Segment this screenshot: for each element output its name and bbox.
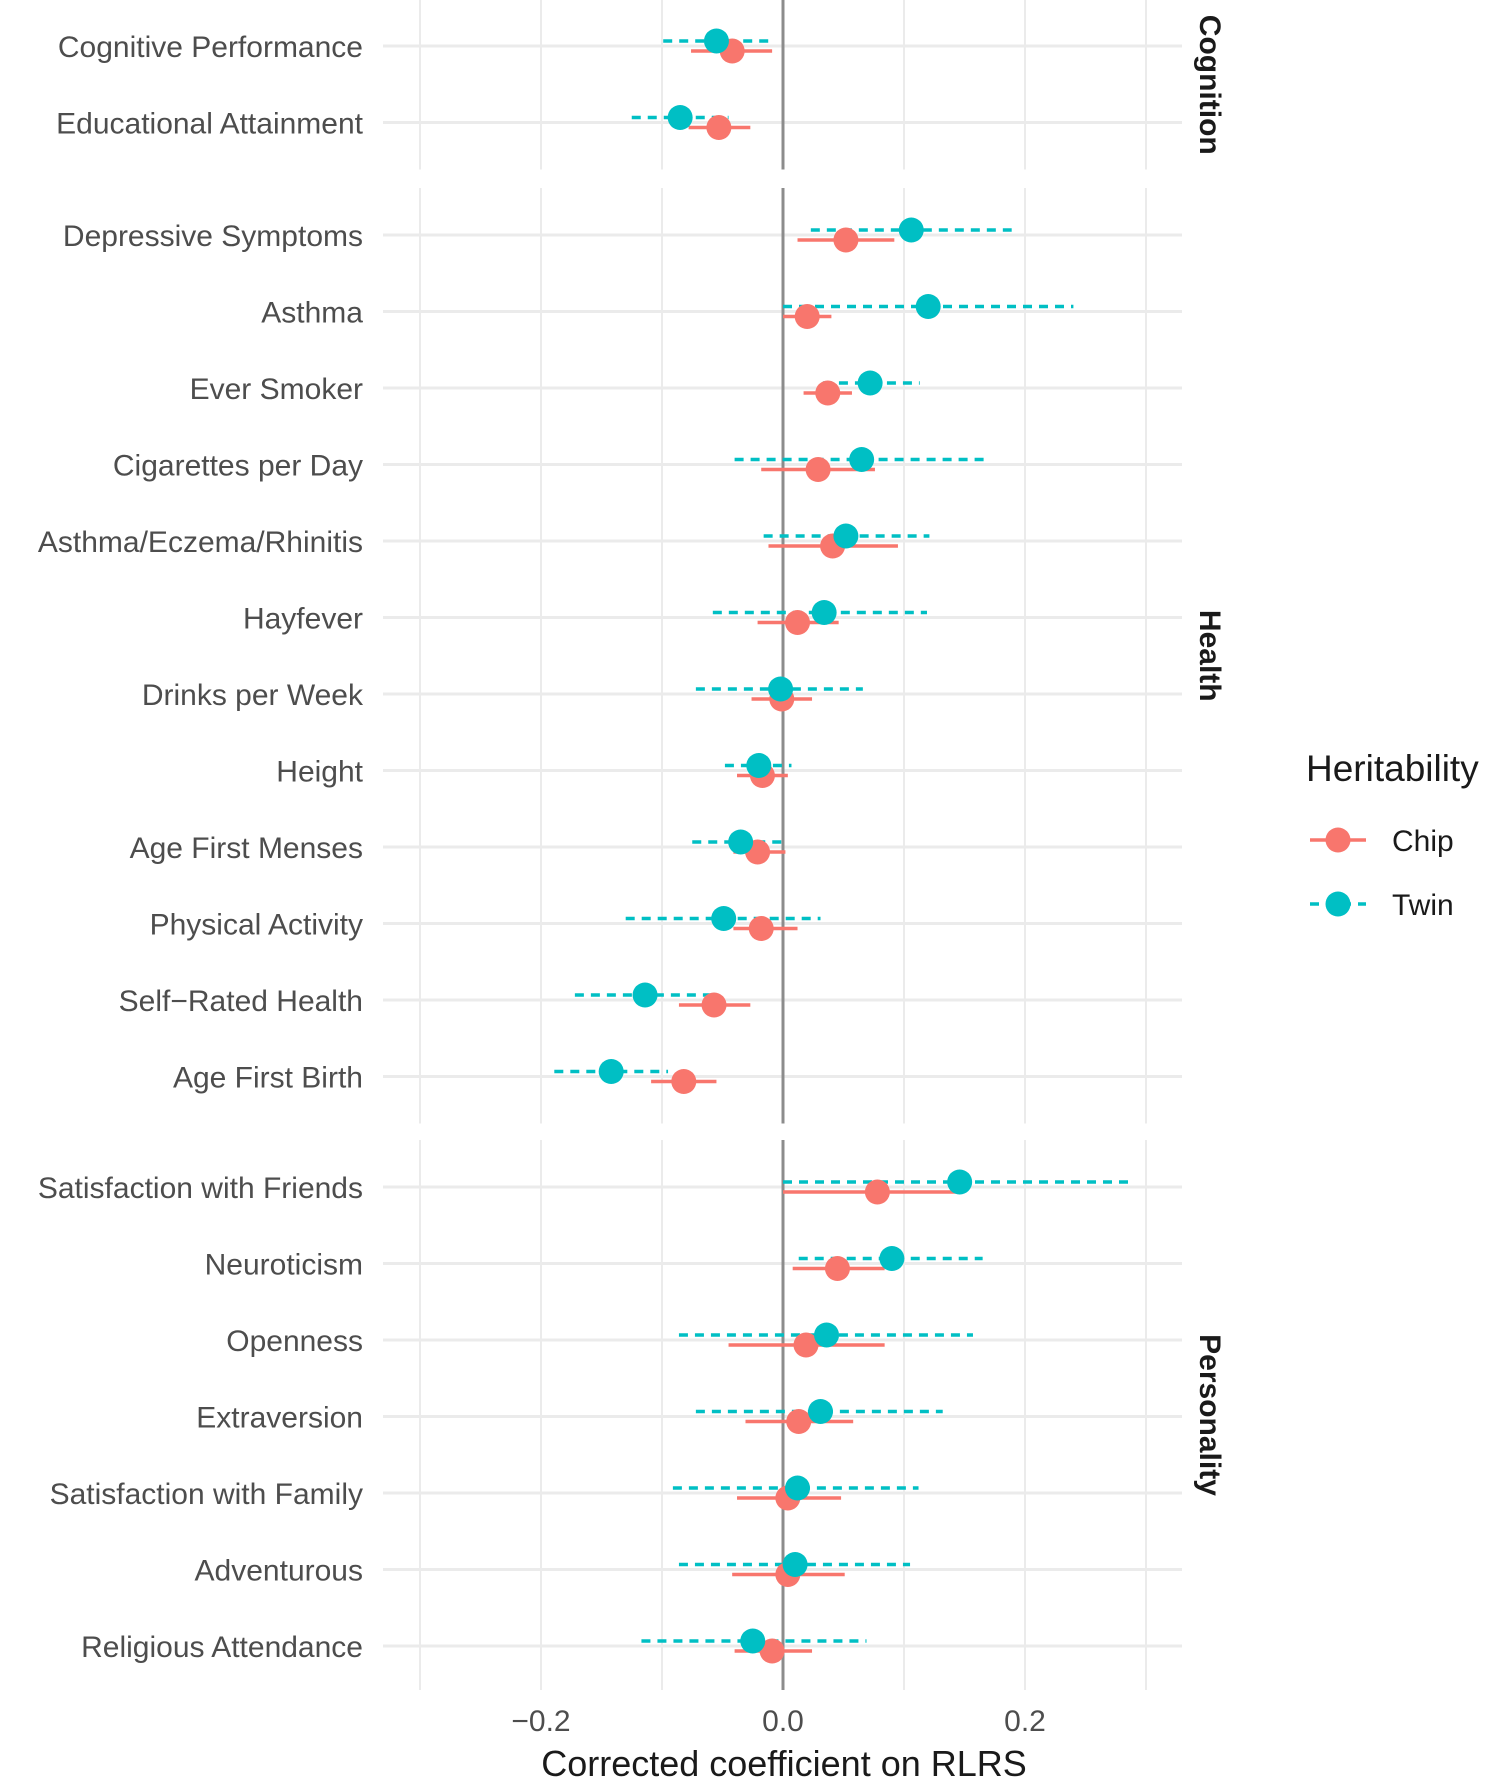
row-label: Drinks per Week bbox=[142, 679, 364, 712]
row-label: Depressive Symptoms bbox=[63, 220, 363, 253]
row-ever-smoker: Ever Smoker bbox=[190, 370, 920, 406]
twin-point bbox=[703, 28, 729, 54]
facet-health: Health Depressive Symptoms Asthma Ever Smok… bbox=[38, 188, 1226, 1124]
row-label: Age First Menses bbox=[130, 832, 363, 865]
legend-item-chip: Chip bbox=[1310, 825, 1454, 858]
twin-point bbox=[711, 906, 737, 931]
row-asthma-eczema-rhinitis: Asthma/Eczema/Rhinitis bbox=[38, 523, 930, 559]
row-label: Adventurous bbox=[195, 1555, 363, 1588]
row-label: Asthma/Eczema/Rhinitis bbox=[38, 526, 363, 559]
twin-point bbox=[849, 447, 875, 472]
chip-point bbox=[706, 115, 732, 140]
twin-point bbox=[782, 1552, 808, 1577]
row-label: Cognitive Performance bbox=[58, 31, 363, 64]
row-label: Satisfaction with Friends bbox=[38, 1172, 363, 1205]
twin-point bbox=[740, 1628, 766, 1654]
x-tick-label: 0.0 bbox=[762, 1705, 804, 1738]
row-satisfaction-with-family: Satisfaction with Family bbox=[50, 1475, 919, 1511]
legend: Heritability Chip Twin bbox=[1306, 748, 1479, 922]
legend-key-point bbox=[1325, 891, 1351, 917]
row-label: Cigarettes per Day bbox=[113, 450, 363, 483]
row-physical-activity: Physical Activity bbox=[150, 906, 821, 942]
row-depressive-symptoms: Depressive Symptoms bbox=[63, 217, 1012, 253]
row-label: Educational Attainment bbox=[56, 108, 364, 141]
twin-point bbox=[857, 370, 883, 396]
chip-point bbox=[759, 1638, 785, 1664]
twin-point bbox=[833, 523, 859, 549]
row-religious-attendance: Religious Attendance bbox=[81, 1628, 867, 1664]
facet-label-health: Health bbox=[1193, 610, 1226, 702]
twin-point bbox=[768, 676, 794, 702]
twin-point bbox=[667, 105, 693, 130]
facet-cognition: Cognition Cognitive Performance Educationa… bbox=[56, 0, 1226, 170]
facet-label-personality: Personality bbox=[1193, 1334, 1226, 1496]
row-label: Self−Rated Health bbox=[119, 985, 363, 1018]
row-drinks-per-week: Drinks per Week bbox=[142, 676, 863, 712]
row-age-first-birth: Age First Birth bbox=[173, 1059, 717, 1095]
twin-point bbox=[785, 1475, 811, 1501]
row-label: Extraversion bbox=[196, 1402, 363, 1435]
legend-label: Chip bbox=[1392, 825, 1454, 858]
row-label: Age First Birth bbox=[173, 1062, 363, 1095]
twin-point bbox=[947, 1169, 973, 1195]
row-label: Hayfever bbox=[243, 603, 363, 636]
row-hayfever: Hayfever bbox=[243, 600, 927, 636]
chip-point bbox=[785, 610, 811, 635]
twin-point bbox=[728, 829, 754, 855]
chip-point bbox=[671, 1069, 697, 1094]
legend-title: Heritability bbox=[1306, 748, 1479, 789]
row-cigarettes-per-day: Cigarettes per Day bbox=[113, 447, 990, 483]
x-axis: −0.2 0.0 0.2 bbox=[511, 1705, 1045, 1738]
legend-label: Twin bbox=[1392, 889, 1454, 922]
row-label: Neuroticism bbox=[205, 1249, 363, 1282]
x-axis-title: Corrected coefficient on RLRS bbox=[541, 1743, 1027, 1780]
row-adventurous: Adventurous bbox=[195, 1552, 911, 1588]
twin-point bbox=[814, 1322, 840, 1348]
row-height: Height bbox=[276, 753, 792, 789]
facet-panels: Cognition Cognitive Performance Educationa… bbox=[38, 0, 1226, 1690]
row-label: Asthma bbox=[261, 297, 363, 330]
facet-personality: Personality Satisfaction with Friends Neur… bbox=[38, 1140, 1226, 1690]
chip-point bbox=[786, 1409, 812, 1434]
row-label: Physical Activity bbox=[150, 909, 363, 942]
row-openness: Openness bbox=[226, 1322, 973, 1358]
facet-label-cognition: Cognition bbox=[1193, 15, 1226, 155]
row-asthma: Asthma bbox=[261, 294, 1074, 330]
chip-point bbox=[833, 227, 859, 253]
chip-point bbox=[815, 380, 841, 406]
twin-point bbox=[632, 982, 658, 1008]
row-educational-attainment: Educational Attainment bbox=[56, 105, 751, 141]
row-label: Height bbox=[276, 756, 363, 789]
row-label: Ever Smoker bbox=[190, 373, 363, 406]
twin-point bbox=[898, 217, 924, 243]
row-neuroticism: Neuroticism bbox=[205, 1246, 983, 1282]
row-satisfaction-with-friends: Satisfaction with Friends bbox=[38, 1169, 1134, 1205]
twin-point bbox=[915, 294, 941, 319]
twin-point bbox=[598, 1059, 624, 1084]
x-tick-label: −0.2 bbox=[511, 1705, 570, 1738]
twin-point bbox=[811, 600, 837, 625]
twin-point bbox=[746, 753, 772, 778]
legend-key-point bbox=[1325, 827, 1351, 853]
twin-point bbox=[879, 1246, 905, 1271]
chip-point bbox=[793, 1332, 819, 1358]
chip-point bbox=[864, 1179, 890, 1205]
legend-item-twin: Twin bbox=[1310, 889, 1454, 922]
row-label: Satisfaction with Family bbox=[50, 1478, 363, 1511]
x-tick-label: 0.2 bbox=[1004, 1705, 1046, 1738]
row-cognitive-performance: Cognitive Performance bbox=[58, 28, 773, 64]
chip-point bbox=[824, 1256, 850, 1281]
chip-point bbox=[748, 916, 774, 941]
row-self-rated-health: Self−Rated Health bbox=[119, 982, 751, 1018]
row-extraversion: Extraversion bbox=[196, 1399, 943, 1435]
row-label: Religious Attendance bbox=[81, 1631, 363, 1664]
row-age-first-menses: Age First Menses bbox=[130, 829, 788, 865]
chip-point bbox=[794, 304, 820, 329]
row-label: Openness bbox=[226, 1325, 363, 1358]
twin-point bbox=[808, 1399, 834, 1424]
chip-point bbox=[701, 992, 727, 1018]
chip-point bbox=[805, 457, 831, 482]
